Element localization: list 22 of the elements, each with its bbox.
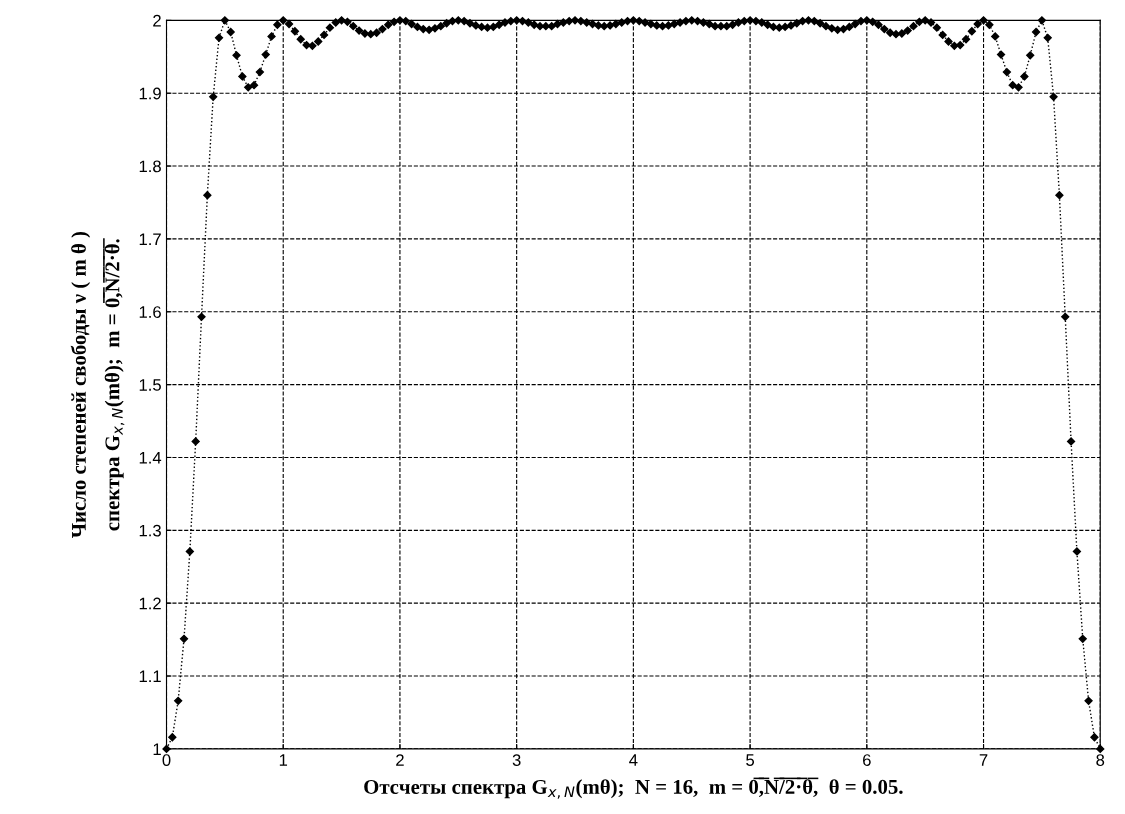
x-tick-label: 4: [629, 754, 638, 766]
x-tick-label: 0: [162, 754, 171, 766]
y-tick-label: 1.4: [139, 452, 162, 464]
x-tick-label: 3: [512, 754, 521, 766]
y-tick-label: 1.9: [139, 87, 161, 100]
y-tick-label: 2: [153, 14, 161, 27]
y-tick-label: 1.1: [139, 670, 161, 683]
y-tick-label: 1.7: [139, 233, 161, 245]
y-tick-label: 1: [153, 743, 161, 755]
x-tick-label: 8: [1096, 754, 1105, 766]
y-tick-label: 1.3: [139, 524, 161, 537]
x-axis-title: Отсчеты спектра G$_{x,N}$(mθ); N = 16, m = 0̅,̅N̅/̅2̅·̅θ̅, θ = 0.05.: [364, 777, 903, 799]
y-axis-title: Число степеней свободы ν ( m θ ) спектра G$_{x,N}$(mθ); m = 0̅,̅N̅/̅2̅·̅θ̅.: [70, 231, 125, 539]
y-tick-label: 1.2: [139, 597, 161, 610]
x-tick-label: 5: [746, 754, 755, 766]
y-tick-label: 1.8: [139, 160, 161, 173]
y-tick-label: 1.5: [139, 379, 161, 391]
x-tick-label: 1: [279, 754, 288, 766]
y-tick-label: 1.6: [139, 306, 161, 318]
x-tick-label: 7: [979, 754, 988, 766]
x-tick-label: 6: [863, 754, 871, 766]
x-tick-label: 2: [396, 754, 404, 766]
